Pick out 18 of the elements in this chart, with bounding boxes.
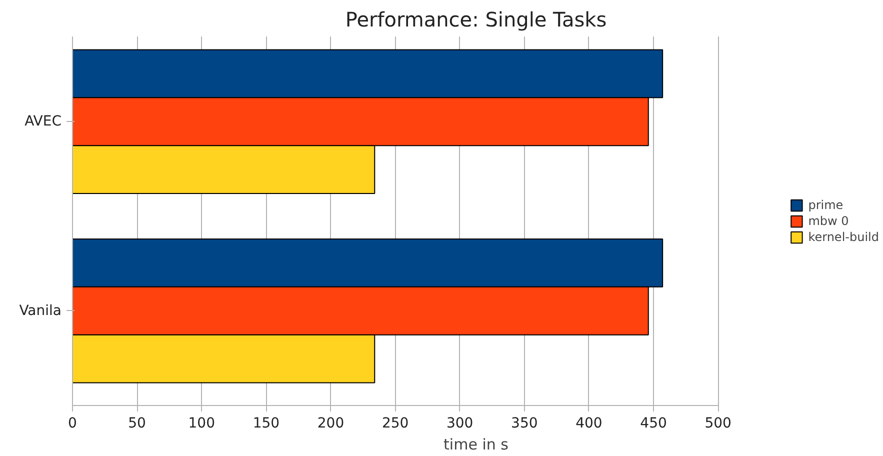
x-tick-label: 450 [640,416,667,432]
y-tick-label: Vanila [19,302,62,319]
x-tick-label: 50 [128,416,146,432]
y-tick-label: AVEC [24,114,62,130]
legend-label: prime [808,198,844,212]
chart-title: Performance: Single Tasks [345,8,607,32]
x-tick-label: 100 [188,416,215,432]
x-tick-label: 300 [446,416,474,432]
x-tick-label: 0 [68,416,77,432]
x-tick-label: 500 [704,416,732,432]
x-tick-label: 150 [252,416,280,432]
legend-label: kernel-build [808,230,879,244]
legend-label: mbw 0 [808,214,849,228]
x-tick-label: 400 [576,416,602,432]
x-tick-label: 200 [317,416,344,432]
x-tick-label: 350 [511,416,538,432]
x-tick-label: 250 [382,416,409,432]
x-axis-title: time in s [444,436,509,454]
